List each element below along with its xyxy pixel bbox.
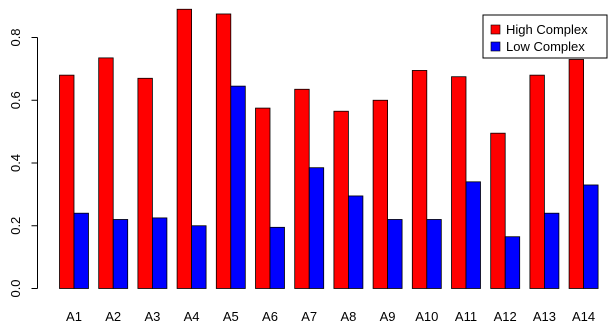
- bar-low-complex-a7: [308, 167, 325, 289]
- bar-high-complex-a8: [333, 110, 349, 289]
- bar-low-complex-a4: [191, 225, 207, 289]
- x-tick-label: A5: [223, 309, 239, 324]
- bar-low-complex-a1: [73, 212, 89, 289]
- x-tick-label: A6: [262, 309, 278, 324]
- bar-high-complex-a4: [176, 8, 193, 289]
- legend-box: [482, 14, 608, 59]
- legend: High Complex Low Complex: [482, 14, 608, 59]
- x-tick-label: A3: [144, 309, 160, 324]
- y-tick-label: 0.4: [8, 154, 23, 172]
- x-tick-label: A12: [494, 309, 517, 324]
- bar-high-complex-a1: [59, 74, 75, 289]
- y-tick-label: 0.2: [8, 217, 23, 235]
- bar-high-complex-a2: [98, 57, 114, 289]
- bar-high-complex-a6: [255, 107, 271, 289]
- bar-low-complex-a9: [387, 219, 403, 289]
- x-tick-label: A9: [380, 309, 396, 324]
- bar-low-complex-a11: [465, 181, 481, 289]
- y-tick-label: 0.0: [8, 279, 23, 297]
- bar-high-complex-a5: [215, 13, 232, 289]
- x-tick-label: A14: [572, 309, 595, 324]
- y-tick-label: 0.8: [8, 28, 23, 46]
- bar-low-complex-a13: [544, 212, 560, 289]
- legend-swatch-high-complex: [490, 24, 501, 35]
- bar-high-complex-a12: [490, 132, 506, 289]
- x-tick-label: A7: [301, 309, 317, 324]
- bar-low-complex-a8: [347, 195, 364, 289]
- bar-low-complex-a3: [151, 217, 168, 289]
- x-tick-label: A11: [455, 309, 477, 324]
- bar-high-complex-a11: [451, 76, 467, 289]
- bar-group: [59, 8, 599, 289]
- bar-high-complex-a10: [411, 70, 428, 289]
- x-tick-label: A1: [66, 309, 82, 324]
- bar-low-complex-a5: [230, 85, 246, 289]
- bar-low-complex-a10: [426, 219, 442, 289]
- bar-high-complex-a14: [568, 59, 584, 289]
- bar-low-complex-a2: [112, 219, 129, 289]
- bar-high-complex-a3: [137, 77, 153, 289]
- x-tick-label: A10: [415, 309, 438, 324]
- bar-low-complex-a12: [504, 236, 521, 289]
- bar-low-complex-a14: [583, 184, 599, 289]
- bar-low-complex-a6: [269, 226, 285, 289]
- bar-high-complex-a13: [529, 74, 545, 289]
- y-tick-label: 0.6: [8, 91, 23, 109]
- legend-label-high-complex: High Complex: [506, 22, 588, 37]
- y-axis: 0.0 0.2 0.4 0.6 0.8: [8, 28, 38, 298]
- x-tick-label: A2: [105, 309, 121, 324]
- x-tick-label: A13: [533, 309, 556, 324]
- legend-label-low-complex: Low Complex: [506, 39, 585, 54]
- bar-high-complex-a7: [294, 88, 310, 289]
- x-tick-label: A8: [340, 309, 356, 324]
- x-tick-label: A4: [184, 309, 200, 324]
- bar-high-complex-a9: [372, 99, 389, 289]
- legend-swatch-low-complex: [490, 41, 501, 52]
- x-axis-labels: A1 A2 A3 A4 A5 A6 A7 A8 A9 A10 A11 A12 A13 A14: [66, 309, 595, 324]
